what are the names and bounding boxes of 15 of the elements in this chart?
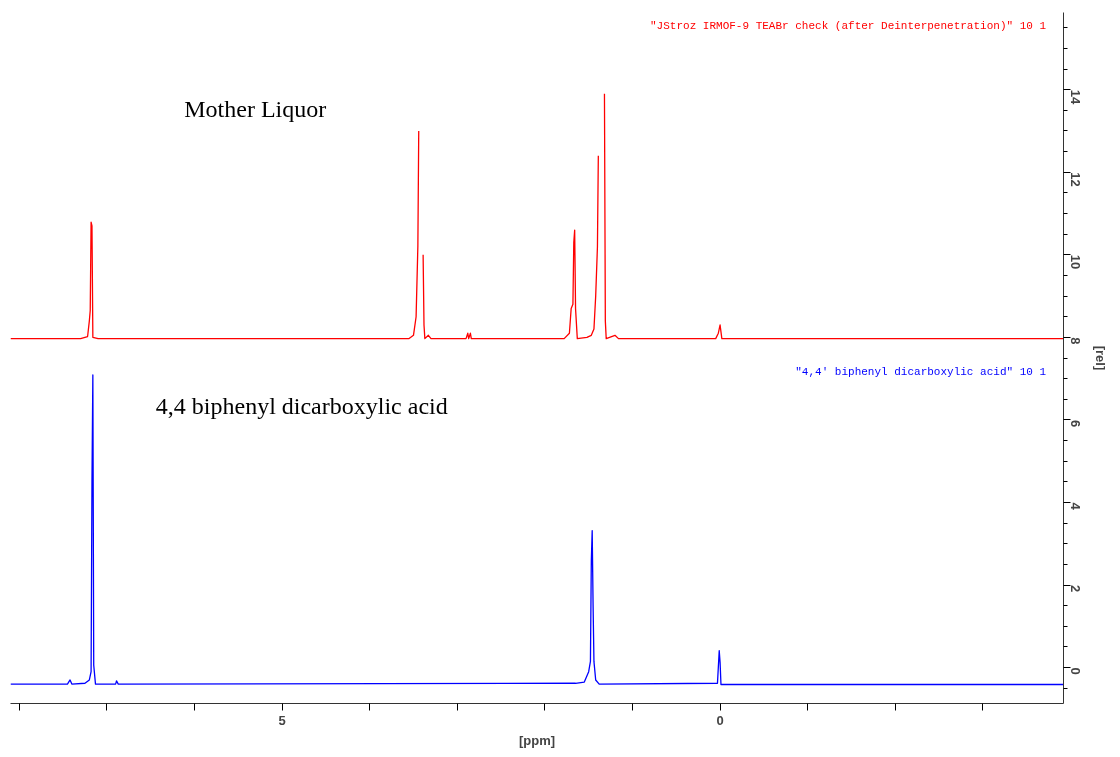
text: "JStroz IRMOF-9 TEABr check (after Deinterpenetration)" 10 1 xyxy=(650,20,1047,33)
y-tick-label: 14 xyxy=(1068,89,1083,105)
x-tick-label: 5 xyxy=(278,712,286,728)
y-tick-label: 12 xyxy=(1068,172,1083,187)
y-tick-label: 6 xyxy=(1068,419,1083,428)
annotation: Mother Liquor xyxy=(184,96,327,123)
annotation: 4,4 biphenyl dicarboxylic acid xyxy=(155,393,448,420)
y-axis-title: [rel] xyxy=(1092,345,1108,371)
text: "4,4' biphenyl dicarboxylic acid" 10 1 xyxy=(795,365,1047,378)
y-tick-label: 10 xyxy=(1068,254,1083,270)
y-tick-label: 8 xyxy=(1068,337,1083,345)
x-axis-title: [ppm] xyxy=(518,732,556,748)
y-tick-label: 0 xyxy=(1068,667,1083,675)
y-tick-label: 4 xyxy=(1068,502,1083,511)
y-tick-label: 2 xyxy=(1068,585,1083,593)
